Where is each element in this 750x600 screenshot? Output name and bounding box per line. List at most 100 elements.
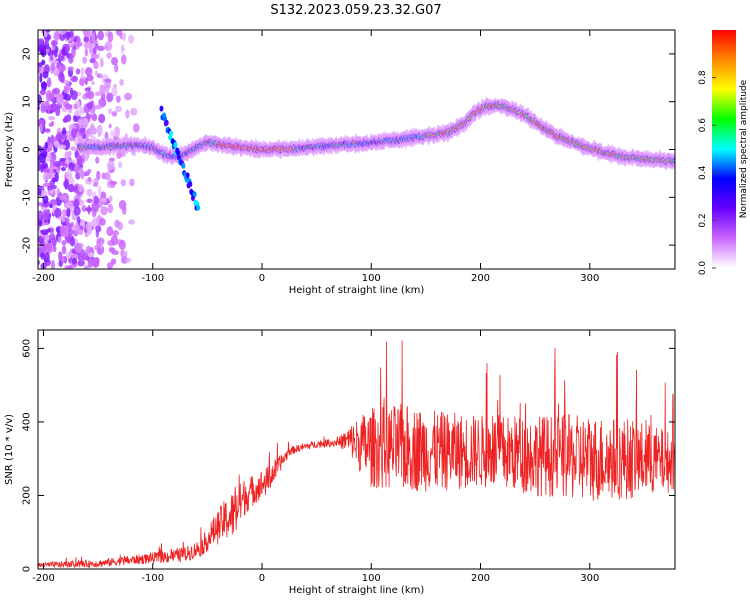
noise-blob <box>119 78 124 86</box>
noise-blob <box>87 176 92 182</box>
noise-blob <box>98 97 107 108</box>
noise-blob <box>42 209 50 221</box>
noise-blob <box>110 234 118 246</box>
noise-blob <box>52 87 61 95</box>
noise-blob <box>84 48 88 57</box>
noise-blob <box>64 179 69 190</box>
noise-blob <box>46 48 50 53</box>
noise-blob <box>69 236 76 247</box>
noise-blob <box>63 228 69 238</box>
noise-blob <box>85 207 93 212</box>
noise-blob <box>108 123 112 129</box>
noise-blob <box>89 58 96 64</box>
noise-blob <box>125 109 130 119</box>
noise-blob <box>70 77 78 82</box>
noise-blob <box>68 54 74 64</box>
noise-blob <box>71 127 78 139</box>
noise-blob <box>93 61 99 70</box>
streak-blob <box>164 119 169 126</box>
spec-xtick-label: -100 <box>141 273 164 284</box>
noise-blob <box>64 162 68 169</box>
snr-ylabel: SNR (10 * v/v) <box>4 414 15 485</box>
noise-blob <box>120 179 127 187</box>
noise-blob <box>38 44 47 50</box>
noise-blob <box>73 103 78 110</box>
spec-xtick-label: 300 <box>580 273 599 284</box>
noise-blob <box>96 170 101 181</box>
noise-blob <box>91 32 96 43</box>
noise-blob <box>56 134 63 140</box>
noise-blob <box>106 226 114 237</box>
spec-ytick-label: -20 <box>22 237 33 253</box>
noise-blob <box>118 199 127 210</box>
noise-blob <box>79 127 86 134</box>
noise-blob <box>89 128 93 138</box>
noise-blob <box>38 187 42 196</box>
noise-blob <box>51 177 57 183</box>
noise-blob <box>42 195 49 204</box>
noise-blob <box>73 206 81 216</box>
noise-blob <box>111 86 118 97</box>
noise-blob <box>84 87 91 92</box>
snr-xtick-label: -200 <box>32 573 55 584</box>
noise-blob <box>101 172 106 180</box>
noise-blob <box>95 225 102 233</box>
noise-blob <box>114 63 119 73</box>
noise-blob <box>122 250 128 258</box>
noise-blob <box>49 103 57 112</box>
snr-xlabel: Height of straight line (km) <box>289 585 425 596</box>
noise-blob <box>109 247 116 253</box>
noise-blob <box>58 30 66 35</box>
noise-blob <box>56 94 64 105</box>
noise-blob <box>124 92 133 101</box>
noise-blob <box>44 232 49 244</box>
noise-blob <box>63 79 70 85</box>
noise-blob <box>100 206 108 216</box>
noise-blob <box>38 161 42 172</box>
noise-blob <box>61 208 67 218</box>
noise-blob <box>107 108 113 115</box>
noise-blob <box>58 194 67 201</box>
noise-blob <box>80 170 85 180</box>
noise-blob <box>67 66 74 71</box>
noise-blob <box>93 195 100 204</box>
noise-blob <box>86 101 93 110</box>
noise-blob <box>97 30 105 41</box>
noise-blob <box>39 73 43 83</box>
snr-xtick-label: 0 <box>259 573 265 584</box>
noise-blob <box>86 198 93 204</box>
noise-blob <box>128 219 135 225</box>
noise-blob <box>120 43 125 54</box>
noise-blob <box>96 45 105 52</box>
noise-blob <box>92 46 97 55</box>
noise-blob <box>104 44 109 50</box>
colorbar-gradient <box>712 30 736 268</box>
noise-blob <box>97 246 102 254</box>
noise-blob <box>86 74 94 82</box>
colorbar-tick-label: 0.0 <box>698 261 708 276</box>
noise-blob <box>117 161 123 169</box>
noise-blob <box>61 255 67 264</box>
noise-blob <box>110 258 117 265</box>
colorbar-label: Normalized spectral amplitude <box>739 79 749 218</box>
noise-blob <box>38 220 43 227</box>
noise-blob <box>83 42 92 49</box>
noise-blob <box>95 156 100 164</box>
noise-blob <box>85 245 92 255</box>
noise-blob <box>83 265 89 269</box>
noise-blob <box>82 56 88 64</box>
noise-blob <box>90 42 96 49</box>
noise-blob <box>91 201 100 212</box>
noise-blob <box>74 109 82 117</box>
snr-panel: -200 -100 0 100 200 300 0 200 400 600 Height of st… <box>4 329 676 596</box>
noise-blob <box>51 61 56 72</box>
noise-blob <box>64 115 68 123</box>
noise-blob <box>47 185 53 191</box>
noise-blob <box>38 94 43 106</box>
noise-blob <box>114 105 122 113</box>
spec-xtick-label: 200 <box>471 273 490 284</box>
noise-blob <box>70 221 74 228</box>
noise-blob <box>65 31 71 40</box>
noise-blob <box>94 104 103 110</box>
spec-xlabel: Height of straight line (km) <box>289 285 425 296</box>
